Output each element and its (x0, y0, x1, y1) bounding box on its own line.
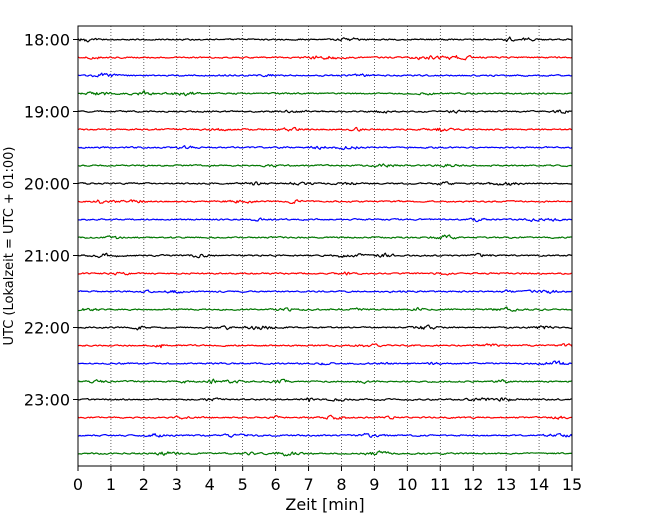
x-tick-label-15: 15 (562, 475, 582, 494)
x-tick-label-14: 14 (529, 475, 549, 494)
trace-1 (77, 55, 573, 61)
trace-6 (77, 145, 573, 151)
x-tick-label-7: 7 (303, 475, 313, 494)
trace-22 (77, 432, 573, 438)
trace-13 (77, 271, 573, 276)
x-tick-label-10: 10 (397, 475, 417, 494)
x-tick-label-2: 2 (139, 475, 149, 494)
trace-12 (77, 252, 573, 259)
trace-5 (77, 126, 572, 132)
x-tick-label-12: 12 (463, 475, 483, 494)
trace-7 (78, 163, 573, 168)
x-tick-label-4: 4 (205, 475, 215, 494)
x-tick-label-1: 1 (106, 475, 116, 494)
grid-lines (110, 26, 540, 466)
trace-23 (77, 450, 573, 457)
trace-19 (77, 378, 573, 385)
y-axis-label: UTC (Lokalzeit = UTC + 01:00) (2, 147, 17, 346)
y-tick-label-21:00: 21:00 (24, 247, 70, 266)
x-tick-label-8: 8 (336, 475, 346, 494)
trace-20 (77, 397, 573, 403)
trace-8 (77, 181, 573, 186)
y-tick-label-18:00: 18:00 (24, 31, 70, 50)
trace-3 (77, 90, 573, 97)
plot-frame (77, 25, 573, 467)
y-axis-ticks: 18:00 19:00 20:00 21:00 22:00 23:00 (24, 31, 78, 410)
x-axis-ticks: 0 1 2 3 4 5 6 7 8 9 10 11 12 13 14 15 (73, 466, 582, 494)
plot-area (78, 26, 572, 466)
trace-0 (77, 36, 573, 43)
trace-series (77, 36, 573, 457)
x-tick-label-0: 0 (73, 475, 83, 494)
x-axis-label: Zeit [min] (285, 495, 364, 514)
trace-4 (77, 109, 573, 114)
trace-15 (77, 306, 573, 312)
trace-16 (77, 324, 573, 331)
trace-11 (77, 234, 573, 240)
trace-18 (77, 360, 573, 366)
trace-9 (77, 199, 573, 205)
y-tick-label-23:00: 23:00 (24, 391, 70, 410)
x-tick-label-6: 6 (271, 475, 281, 494)
y-tick-label-22:00: 22:00 (24, 319, 70, 338)
trace-10 (77, 217, 573, 223)
trace-17 (77, 343, 573, 349)
x-tick-label-11: 11 (430, 475, 450, 494)
x-tick-label-3: 3 (172, 475, 182, 494)
trace-21 (77, 414, 573, 420)
x-tick-label-9: 9 (369, 475, 379, 494)
trace-2 (77, 72, 573, 78)
trace-14 (77, 289, 573, 294)
x-tick-label-5: 5 (238, 475, 248, 494)
x-tick-label-13: 13 (496, 475, 516, 494)
y-tick-label-20:00: 20:00 (24, 175, 70, 194)
y-tick-label-19:00: 19:00 (24, 103, 70, 122)
